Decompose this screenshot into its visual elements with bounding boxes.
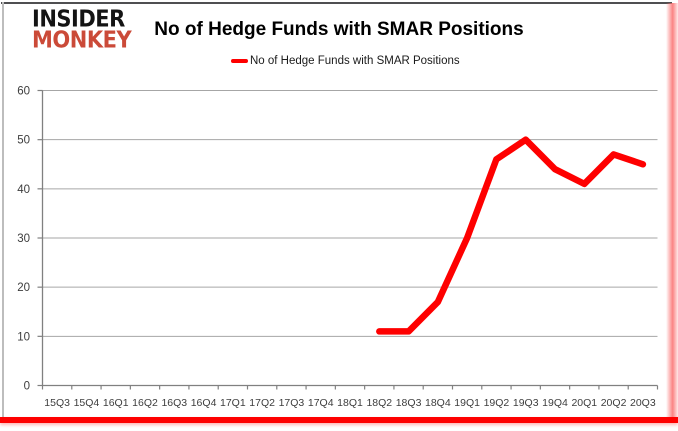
svg-text:19Q2: 19Q2 <box>484 397 510 409</box>
svg-text:60: 60 <box>17 86 30 98</box>
frame-top-border <box>1 2 672 4</box>
svg-text:19Q3: 19Q3 <box>513 397 539 409</box>
y-axis-labels: 0 10 20 30 40 50 60 <box>17 86 30 393</box>
svg-text:10: 10 <box>17 331 30 343</box>
chart-title: No of Hedge Funds with SMAR Positions <box>154 19 524 40</box>
svg-text:15Q4: 15Q4 <box>74 397 100 409</box>
svg-text:50: 50 <box>17 135 30 147</box>
svg-text:18Q1: 18Q1 <box>337 397 363 409</box>
x-axis-labels: 15Q3 15Q4 16Q1 16Q2 16Q3 16Q4 17Q1 17Q2 17Q3 17Q4… <box>44 397 656 409</box>
svg-text:18Q4: 18Q4 <box>425 397 451 409</box>
svg-text:19Q1: 19Q1 <box>454 397 480 409</box>
series-line <box>376 136 647 335</box>
logo-word-monkey: MONKEY <box>32 27 132 53</box>
svg-text:17Q2: 17Q2 <box>249 397 275 409</box>
axes <box>37 89 659 390</box>
svg-text:20: 20 <box>17 282 30 294</box>
svg-text:16Q2: 16Q2 <box>132 397 158 409</box>
svg-text:0: 0 <box>24 381 30 393</box>
frame-right-shadow <box>666 3 678 420</box>
svg-text:20Q3: 20Q3 <box>630 397 656 409</box>
frame-left-border <box>2 2 4 418</box>
svg-text:17Q1: 17Q1 <box>220 397 246 409</box>
svg-text:30: 30 <box>17 233 30 245</box>
svg-text:16Q4: 16Q4 <box>191 397 217 409</box>
svg-text:20Q2: 20Q2 <box>601 397 627 409</box>
svg-text:18Q2: 18Q2 <box>366 397 392 409</box>
svg-text:18Q3: 18Q3 <box>396 397 422 409</box>
svg-text:20Q1: 20Q1 <box>571 397 597 409</box>
svg-text:17Q3: 17Q3 <box>279 397 305 409</box>
insider-monkey-logo: INSIDER MONKEY <box>32 6 132 53</box>
chart-legend: No of Hedge Funds with SMAR Positions <box>231 55 460 67</box>
legend-line-swatch-icon <box>231 58 248 64</box>
logo-word-insider: INSIDER <box>32 6 125 32</box>
svg-text:16Q1: 16Q1 <box>103 397 129 409</box>
svg-text:40: 40 <box>17 184 30 196</box>
svg-text:15Q3: 15Q3 <box>44 397 70 409</box>
svg-text:17Q4: 17Q4 <box>308 397 334 409</box>
legend-series-label: No of Hedge Funds with SMAR Positions <box>250 55 460 67</box>
svg-text:16Q3: 16Q3 <box>161 397 187 409</box>
svg-text:19Q4: 19Q4 <box>542 397 568 409</box>
grid-lines <box>42 90 658 337</box>
frame-bottom-red-bar <box>0 417 678 423</box>
